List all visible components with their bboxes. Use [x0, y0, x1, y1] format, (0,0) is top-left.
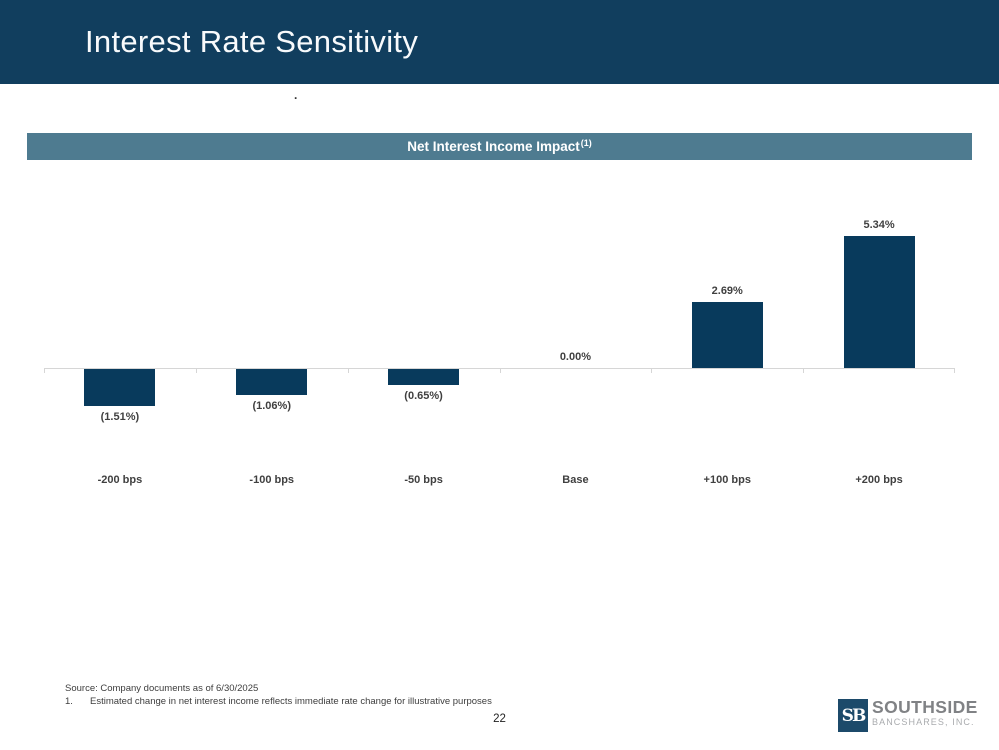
value-label: (1.06%)	[252, 400, 291, 412]
page-title: Interest Rate Sensitivity	[85, 24, 419, 59]
southside-logo-icon: SB	[838, 699, 868, 732]
value-label: 2.69%	[711, 285, 743, 297]
footnote-marker: (1)	[580, 137, 592, 148]
logo-subname: BANCSHARES, INC.	[872, 716, 975, 727]
x-axis-line	[44, 368, 955, 369]
x-axis-tick	[196, 369, 197, 373]
category-label: -200 bps	[97, 474, 143, 486]
bar--50-bps	[388, 369, 459, 385]
x-axis-tick	[954, 369, 955, 373]
company-logo: SB SOUTHSIDE BANCSHARES, INC.	[838, 697, 978, 732]
bar--200-bps	[84, 369, 155, 406]
footnote-text: Estimated change in net interest income …	[90, 696, 492, 707]
source-note: Source: Company documents as of 6/30/202…	[65, 683, 259, 694]
footnote: 1. Estimated change in net interest inco…	[65, 696, 492, 707]
x-axis-tick	[348, 369, 349, 373]
x-axis-tick	[651, 369, 652, 373]
slide-header: Interest Rate Sensitivity	[0, 0, 999, 84]
category-label: -100 bps	[249, 474, 295, 486]
x-axis-tick	[44, 369, 45, 373]
bar--100-bps	[236, 369, 307, 395]
value-label: 0.00%	[559, 351, 592, 363]
footnote-number: 1.	[65, 696, 73, 707]
category-label: -50 bps	[404, 474, 443, 486]
logo-name: SOUTHSIDE	[872, 697, 978, 717]
section-banner: Net Interest Income Impact(1)	[27, 133, 972, 160]
page-number: 22	[493, 713, 506, 725]
value-label: (1.51%)	[100, 411, 140, 423]
category-label: +100 bps	[703, 474, 751, 486]
x-axis-tick	[803, 369, 804, 373]
stray-period-mark: .	[294, 88, 298, 102]
chart-title: Net Interest Income Impact(1)	[407, 137, 592, 154]
category-label: Base	[562, 474, 589, 486]
x-axis-tick	[500, 369, 501, 373]
value-label: (0.65%)	[404, 390, 443, 402]
value-label: 5.34%	[863, 219, 895, 231]
bar-+200-bps	[844, 236, 915, 368]
net-interest-income-bar-chart: (1.51%) -200 bps (1.06%) -100 bps (0.65%) -50…	[44, 180, 955, 500]
bar-+100-bps	[692, 302, 763, 368]
category-label: +200 bps	[855, 474, 903, 486]
